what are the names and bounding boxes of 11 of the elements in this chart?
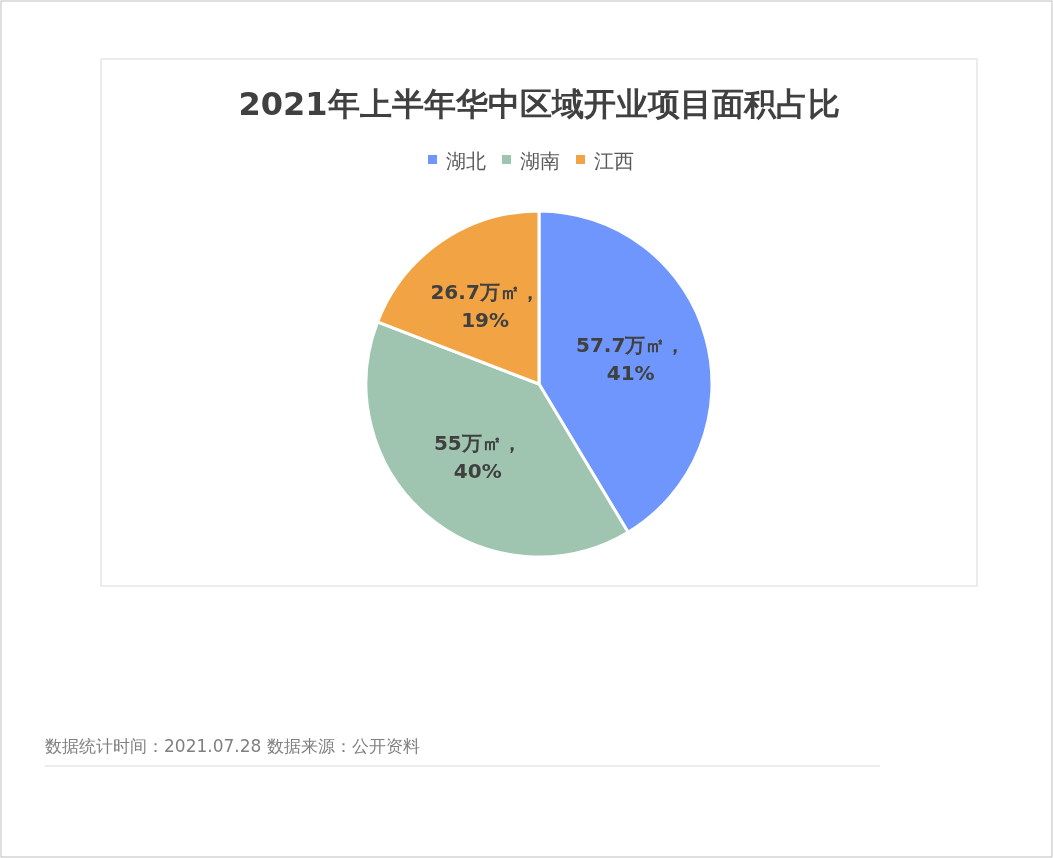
legend-item: 江西 (576, 149, 634, 173)
data-label: 26.7万㎡， 19% (430, 279, 540, 332)
legend-label: 湖北 (446, 149, 486, 173)
legend-label: 湖南 (520, 149, 560, 173)
data-label: 55万㎡， 40% (433, 430, 522, 483)
legend-item: 湖北 (428, 149, 486, 173)
text: 数据统计时间：2021.07.28 数据来源：公开资料 (45, 736, 420, 756)
data-label: 57.7万㎡， 41% (576, 332, 686, 385)
legend-item: 湖南 (502, 149, 560, 173)
chart-title: 2021年上半年华中区域开业项目面积占比 (238, 85, 840, 123)
legend-label: 江西 (594, 149, 634, 173)
